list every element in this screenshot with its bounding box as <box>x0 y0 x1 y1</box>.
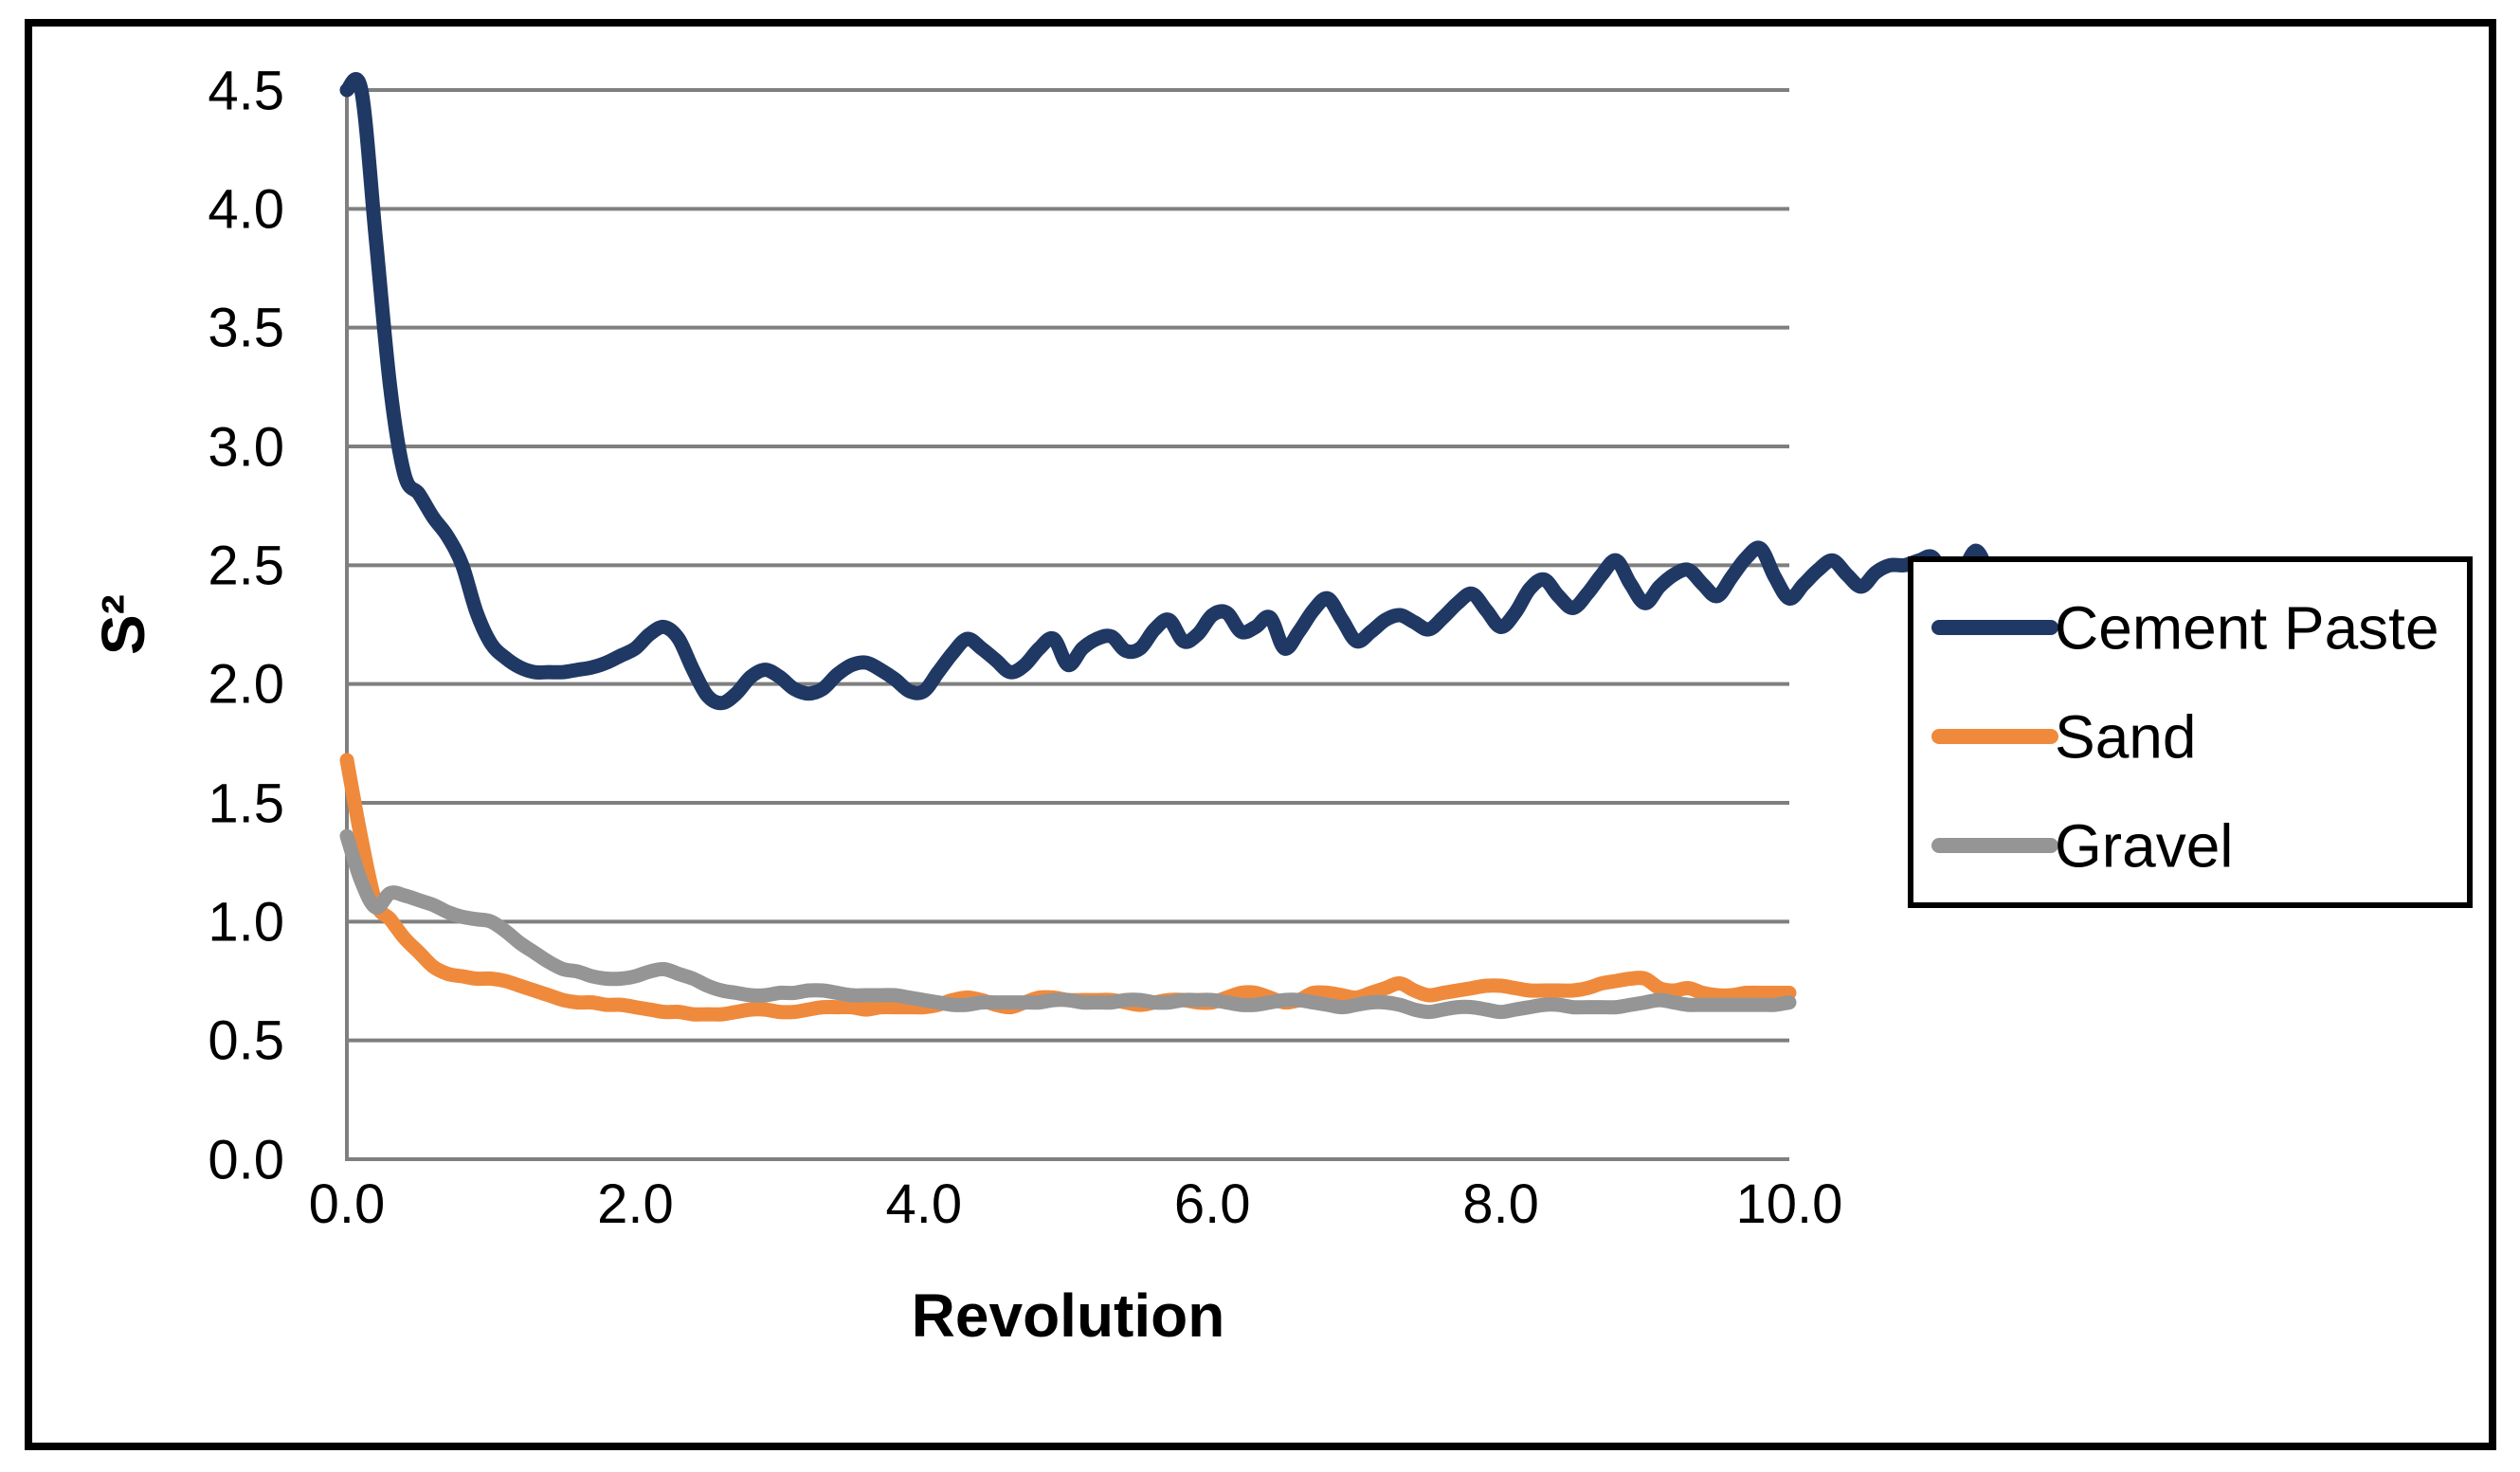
x-tick: 10.0 <box>1736 1173 1843 1235</box>
y-tick: 2.0 <box>208 653 284 715</box>
y-tick: 0.0 <box>208 1129 284 1190</box>
y-tick: 0.5 <box>208 1009 284 1071</box>
y-tick: 1.5 <box>208 772 284 834</box>
legend-item-gravel[interactable]: Gravel <box>1931 811 2234 880</box>
x-tick: 2.0 <box>597 1173 674 1235</box>
x-tick: 6.0 <box>1174 1173 1251 1235</box>
gridlines <box>347 88 1789 1161</box>
x-tick: 8.0 <box>1462 1173 1539 1235</box>
series-line-gravel <box>339 828 1797 1020</box>
x-axis-tick-labels: 0.0 2.0 4.0 6.0 8.0 10.0 <box>309 1173 1843 1235</box>
y-axis-title: S² <box>89 594 157 655</box>
x-tick: 0.0 <box>309 1173 386 1235</box>
legend-label-sand: Sand <box>2055 702 2196 771</box>
y-tick: 1.0 <box>208 891 284 953</box>
series-line-cement-paste <box>339 72 2085 711</box>
x-axis-title: Revolution <box>912 1281 1225 1350</box>
plot-series <box>339 72 2085 1022</box>
legend-label-gravel: Gravel <box>2055 811 2234 880</box>
legend-item-sand[interactable]: Sand <box>1931 702 2196 771</box>
y-tick: 2.5 <box>208 535 284 596</box>
y-axis-tick-labels: 0.0 0.5 1.0 1.5 2.0 2.5 3.0 3.5 4.0 4.5 <box>208 60 284 1190</box>
legend-item-cement-paste[interactable]: Cement Paste <box>1931 593 2439 662</box>
y-tick: 3.0 <box>208 416 284 478</box>
legend-label-cement-paste: Cement Paste <box>2055 593 2439 662</box>
y-tick: 4.5 <box>208 60 284 121</box>
x-tick: 4.0 <box>885 1173 962 1235</box>
y-tick: 3.5 <box>208 297 284 358</box>
y-tick: 4.0 <box>208 178 284 240</box>
legend: Cement Paste Sand Gravel <box>1908 556 2473 908</box>
